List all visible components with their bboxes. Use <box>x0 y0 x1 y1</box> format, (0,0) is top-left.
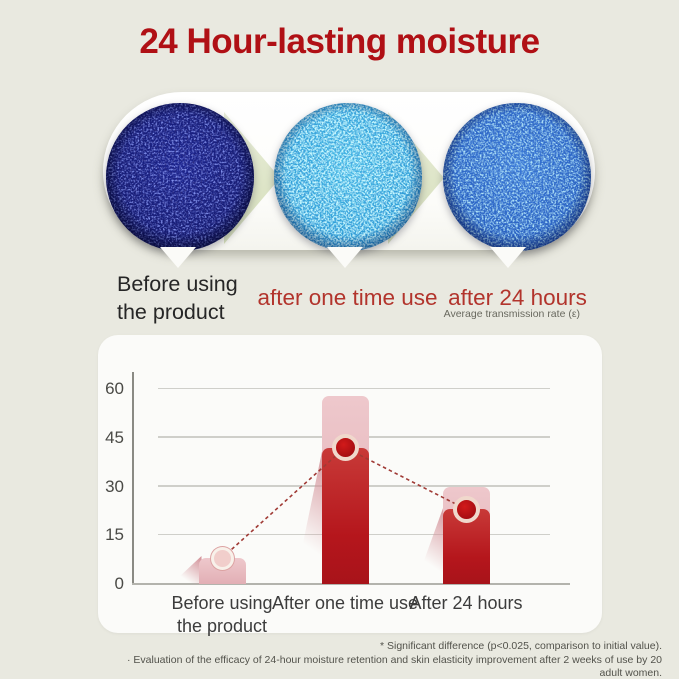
stage-label-before-line2: the product <box>117 300 225 324</box>
axis-unit-note: Average transmission rate (ε) <box>443 308 580 320</box>
x-tick-label-0: Before using the product <box>171 593 273 636</box>
data-point-marker-2 <box>452 495 480 523</box>
bubble-tail <box>490 247 526 268</box>
y-tick-label-15: 15 <box>105 525 124 545</box>
x-axis-line <box>132 583 570 585</box>
footnotes: * Significant difference (p<0.025, compa… <box>102 640 662 679</box>
microscope-image-before <box>106 103 254 251</box>
stage-label-24-hours: after 24 hours <box>448 285 587 310</box>
stage-label-before: Before using the product <box>117 270 238 326</box>
data-point-marker-1 <box>331 434 359 461</box>
bubble-tail <box>160 247 196 268</box>
data-point-marker-0 <box>210 546 234 570</box>
stage-label-before-line1: Before using <box>117 272 238 296</box>
x-tick-label-2: After 24 hours <box>409 593 523 613</box>
chart-card: 0 15 30 45 60 Before using the product After o… <box>98 335 602 636</box>
footnote-1: * Significant difference (p<0.025, compa… <box>379 640 662 652</box>
y-tick-label-30: 30 <box>105 476 124 496</box>
y-tick-label-0: 0 <box>114 574 124 593</box>
y-tick-label-45: 45 <box>105 427 124 447</box>
bubble-tail <box>327 247 363 268</box>
gridline-60 <box>158 387 550 389</box>
plot-area: 0 15 30 45 60 Before using the product After o… <box>105 372 570 636</box>
bar-dark-1 <box>321 447 369 584</box>
y-tick-label-60: 60 <box>105 379 124 398</box>
footnote-2: · Evaluation of the efficacy of 24-hour … <box>127 653 662 679</box>
trend-dotted-line <box>221 446 467 559</box>
page-title: 24 Hour-lasting moisture <box>139 22 540 61</box>
microscope-image-one-time <box>274 103 422 251</box>
stage-label-one-time: after one time use <box>257 285 438 310</box>
microscope-image-24-hours <box>443 103 591 251</box>
x-tick-label-1: After one time use <box>271 593 419 613</box>
y-axis-line <box>132 372 134 585</box>
